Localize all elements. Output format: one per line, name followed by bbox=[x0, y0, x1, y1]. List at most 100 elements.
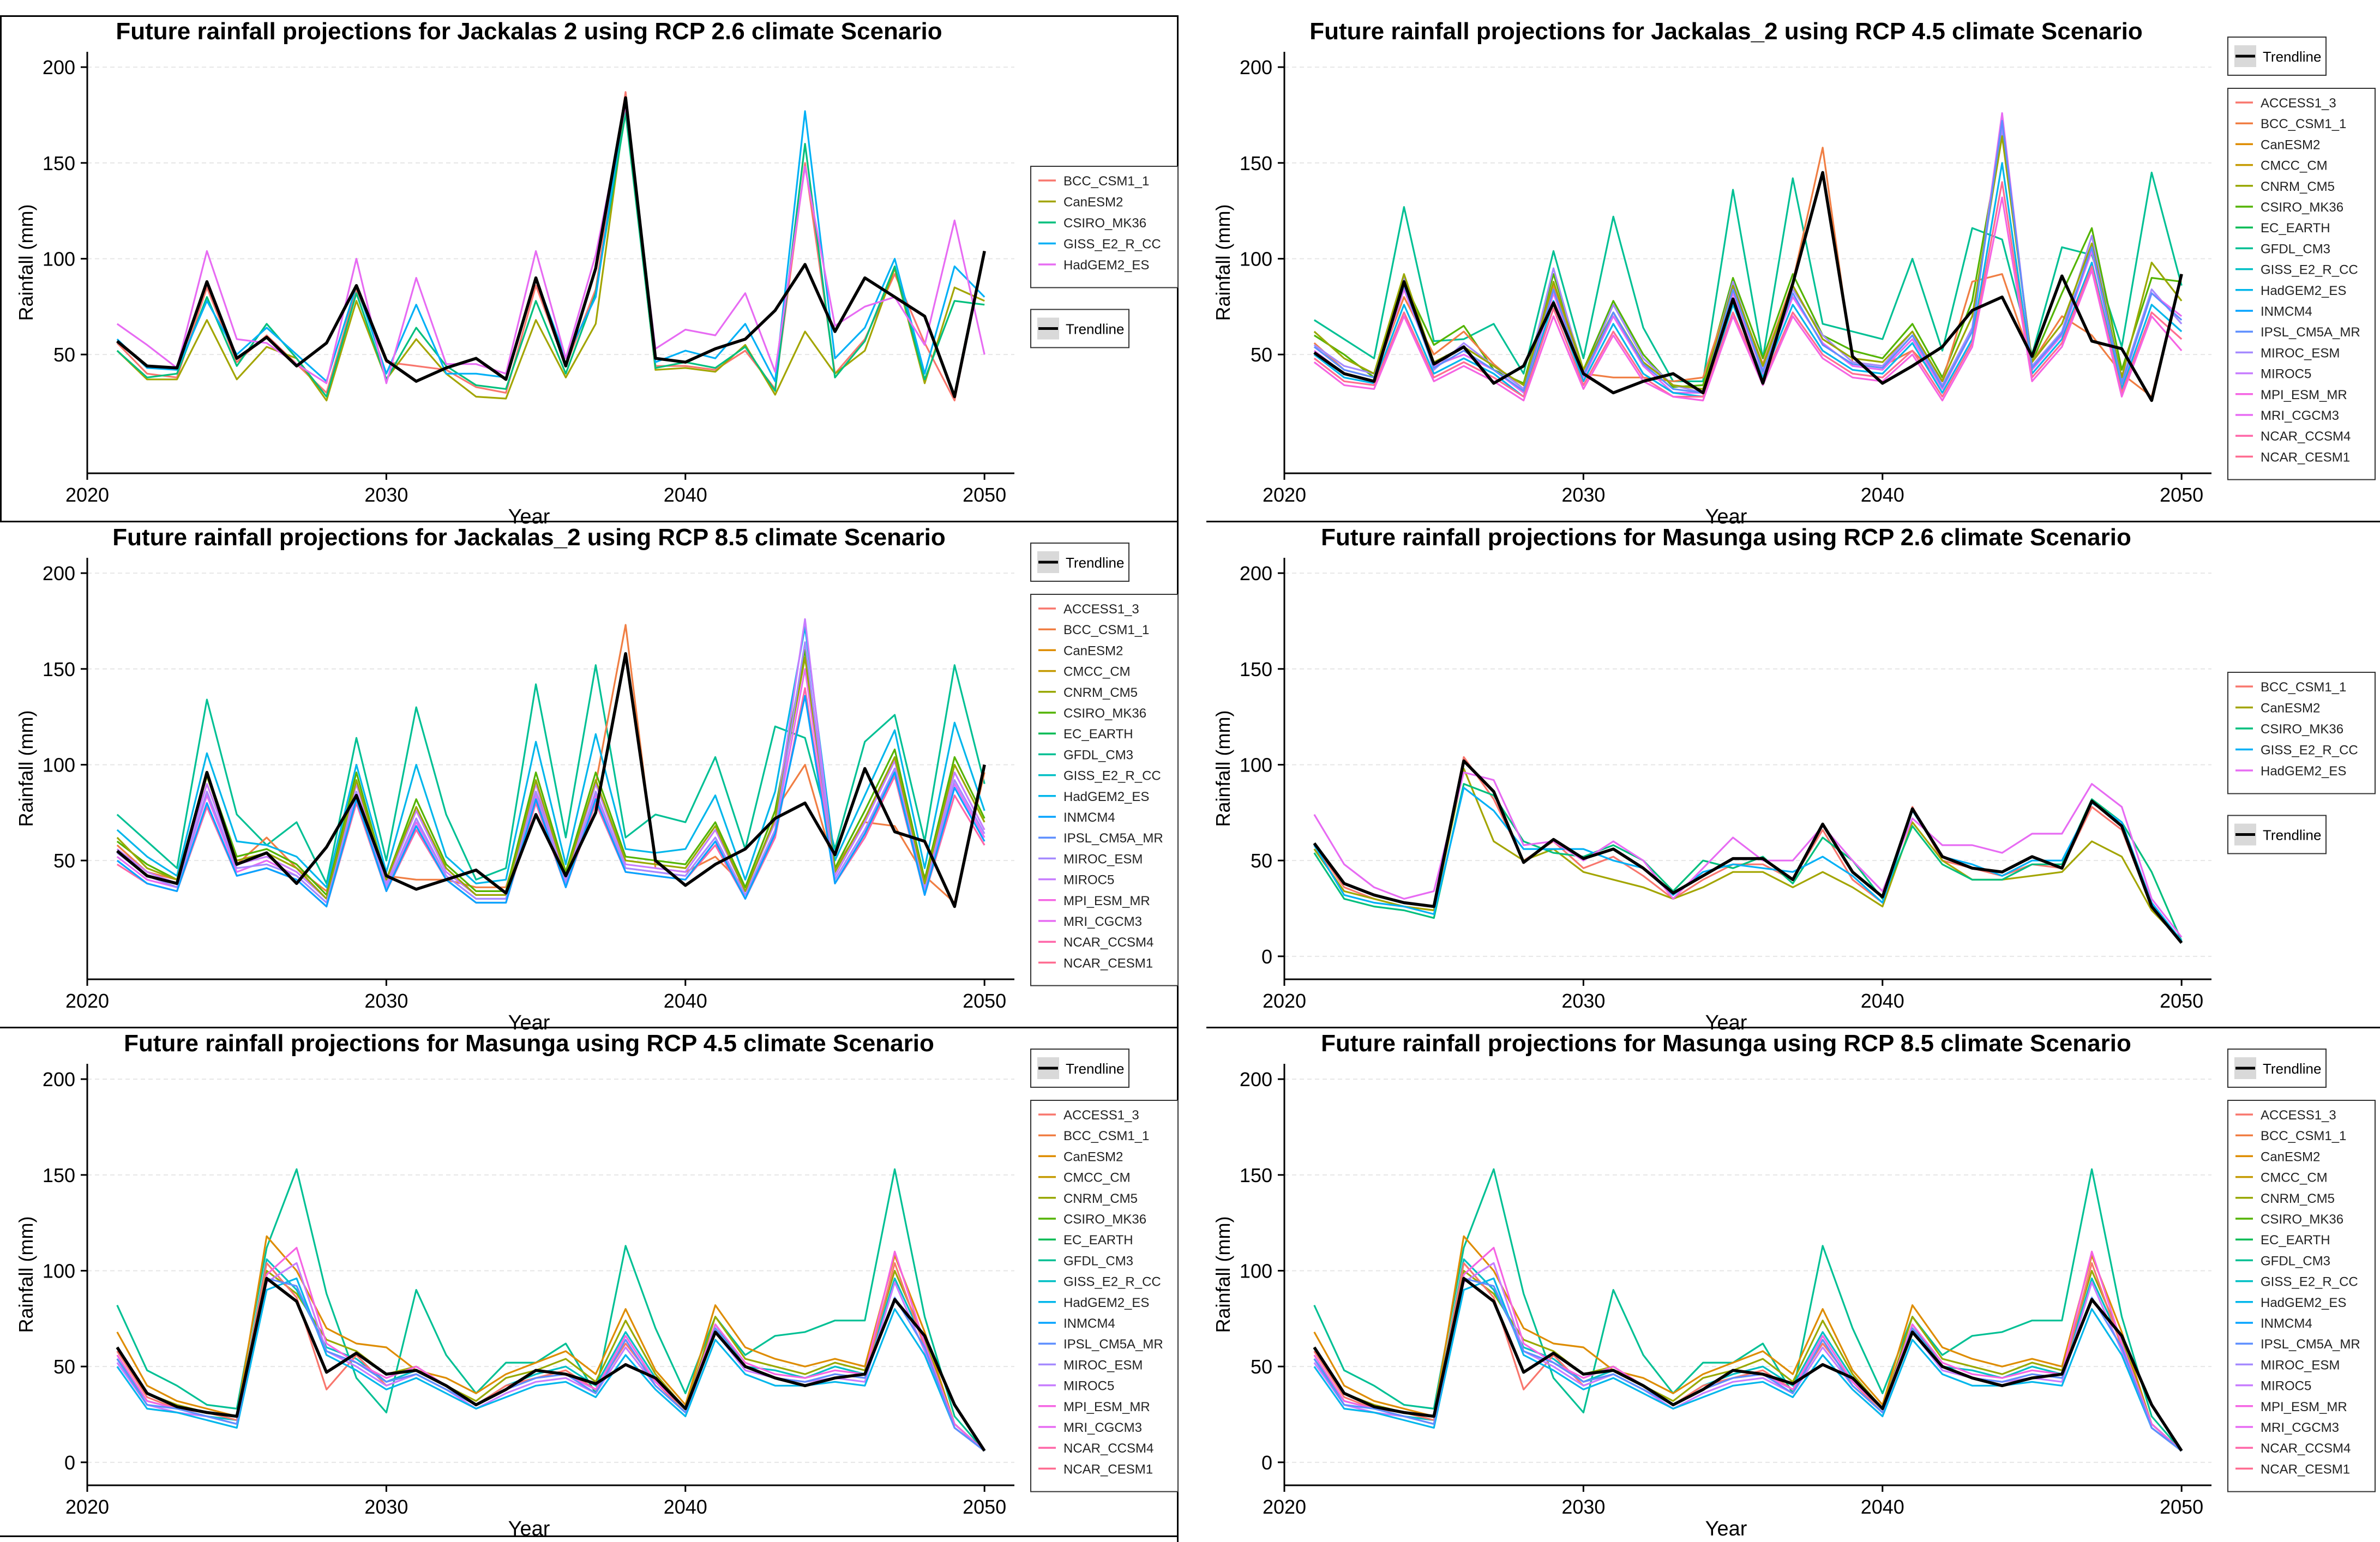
legend-label-csiro-mk36: CSIRO_MK36 bbox=[2261, 1212, 2343, 1227]
legend-label-canesm2: CanESM2 bbox=[2261, 701, 2320, 716]
trendline-series bbox=[116, 1276, 986, 1452]
series-line-miroc5 bbox=[116, 618, 985, 900]
legend-models-box bbox=[1030, 166, 1179, 288]
y-tick-label: 0 bbox=[64, 1451, 75, 1474]
legend-label-ncar-ccsm4: NCAR_CCSM4 bbox=[1063, 1441, 1153, 1456]
legend-label-hadgem2-es: HadGEM2_ES bbox=[2261, 284, 2346, 298]
y-tick-label: 50 bbox=[1251, 850, 1272, 872]
x-tick-label: 2050 bbox=[2160, 990, 2203, 1012]
x-tick-label: 2020 bbox=[1263, 1496, 1306, 1518]
x-tick-label: 2030 bbox=[1561, 484, 1605, 506]
legend-label-miroc5: MIROC5 bbox=[1063, 873, 1114, 888]
series-line-gfdl-cm3 bbox=[1313, 171, 2183, 382]
legend-label-hadgem2-es: HadGEM2_ES bbox=[1063, 258, 1149, 273]
chart-svg: Future rainfall projections for Jackalas… bbox=[1212, 18, 2376, 528]
x-tick-label: 2040 bbox=[664, 990, 707, 1012]
x-tick-label: 2020 bbox=[1263, 990, 1306, 1012]
legend-label-gfdl-cm3: GFDL_CM3 bbox=[2261, 242, 2330, 256]
chart-title: Future rainfall projections for Jackalas… bbox=[1309, 18, 2143, 45]
legend-label-ncar-cesm1: NCAR_CESM1 bbox=[1063, 1462, 1153, 1477]
legend-label-bcc-csm1-1: BCC_CSM1_1 bbox=[2261, 1129, 2346, 1143]
x-axis-label: Year bbox=[508, 505, 550, 528]
legend-label-giss-e2-r-cc: GISS_E2_R_CC bbox=[1063, 1275, 1161, 1290]
legend-label-csiro-mk36: CSIRO_MK36 bbox=[1063, 216, 1146, 231]
chart-panel-masunga-rcp85: Future rainfall projections for Masunga … bbox=[1197, 1012, 2380, 1540]
y-tick-label: 150 bbox=[43, 1164, 75, 1186]
x-axis-label: Year bbox=[508, 1517, 550, 1540]
legend-label-miroc-esm: MIROC_ESM bbox=[2261, 346, 2340, 360]
x-tick-label: 2050 bbox=[2160, 484, 2203, 506]
y-tick-label: 200 bbox=[1240, 1068, 1272, 1091]
series-line-ncar-cesm1 bbox=[1313, 181, 2183, 398]
y-axis-label: Rainfall (mm) bbox=[15, 1216, 37, 1333]
series-line-ipsl-cm5a-mr bbox=[1313, 119, 2183, 394]
legend-label-inmcm4: INMCM4 bbox=[2261, 304, 2312, 319]
x-tick-label: 2030 bbox=[364, 1496, 408, 1518]
y-tick-label: 100 bbox=[1240, 248, 1272, 270]
y-tick-label: 100 bbox=[1240, 1260, 1272, 1282]
x-tick-label: 2020 bbox=[65, 990, 109, 1012]
legend-label-ncar-cesm1: NCAR_CESM1 bbox=[2261, 1462, 2350, 1477]
legend-label-mpi-esm-mr: MPI_ESM_MR bbox=[2261, 388, 2347, 402]
legend-label-bcc-csm1-1: BCC_CSM1_1 bbox=[1063, 1129, 1149, 1143]
chart-title: Future rainfall projections for Jackalas… bbox=[112, 524, 946, 551]
y-tick-label: 100 bbox=[1240, 754, 1272, 776]
y-tick-label: 200 bbox=[1240, 562, 1272, 585]
series-line-mri-cgcm3 bbox=[1313, 112, 2183, 394]
legend-label-csiro-mk36: CSIRO_MK36 bbox=[2261, 722, 2343, 737]
legend-label-inmcm4: INMCM4 bbox=[2261, 1316, 2312, 1331]
legend-label-giss-e2-r-cc: GISS_E2_R_CC bbox=[1063, 237, 1161, 252]
x-tick-label: 2040 bbox=[1861, 1496, 1904, 1518]
legend-label-bcc-csm1-1: BCC_CSM1_1 bbox=[1063, 623, 1149, 637]
legend-label-cnrm-cm5: CNRM_CM5 bbox=[1063, 1191, 1138, 1206]
legend-label-gfdl-cm3: GFDL_CM3 bbox=[1063, 748, 1133, 762]
legend-label-ncar-ccsm4: NCAR_CCSM4 bbox=[2261, 1441, 2351, 1456]
frame-sep2-right bbox=[1206, 1027, 2380, 1028]
y-tick-label: 0 bbox=[1261, 1451, 1272, 1474]
legend-label-hadgem2-es: HadGEM2_ES bbox=[1063, 1296, 1149, 1310]
x-tick-label: 2030 bbox=[1561, 1496, 1605, 1518]
y-tick-label: 200 bbox=[43, 56, 75, 79]
legend-label-bcc-csm1-1: BCC_CSM1_1 bbox=[2261, 680, 2346, 695]
chart-svg: Future rainfall projections for Masunga … bbox=[1212, 524, 2376, 1034]
y-tick-label: 100 bbox=[43, 754, 75, 776]
legend-label-miroc-esm: MIROC_ESM bbox=[1063, 1358, 1143, 1372]
x-tick-label: 2020 bbox=[1263, 484, 1306, 506]
legend-label-canesm2: CanESM2 bbox=[2261, 137, 2320, 152]
frame-sep2-left bbox=[0, 1027, 1178, 1028]
y-tick-label: 150 bbox=[1240, 1164, 1272, 1186]
x-tick-label: 2040 bbox=[664, 1496, 707, 1518]
legend-label-cmcc-cm: CMCC_CM bbox=[2261, 1171, 2328, 1185]
legend-label-bcc-csm1-1: BCC_CSM1_1 bbox=[2261, 117, 2346, 131]
legend-label-ec-earth: EC_EARTH bbox=[2261, 221, 2330, 236]
chart-svg: Future rainfall projections for Jackalas… bbox=[15, 524, 1179, 1034]
y-tick-label: 200 bbox=[43, 1068, 75, 1091]
legend-label-mri-cgcm3: MRI_CGCM3 bbox=[2261, 408, 2339, 423]
x-tick-label: 2030 bbox=[1561, 990, 1605, 1012]
legend-label-gfdl-cm3: GFDL_CM3 bbox=[1063, 1254, 1133, 1268]
legend-label-miroc5: MIROC5 bbox=[2261, 1379, 2311, 1394]
legend-label-cnrm-cm5: CNRM_CM5 bbox=[2261, 1191, 2335, 1206]
legend-label-giss-e2-r-cc: GISS_E2_R_CC bbox=[2261, 743, 2358, 758]
frame-left-left bbox=[0, 15, 2, 522]
series-line-hadgem2-es bbox=[116, 104, 985, 384]
x-tick-label: 2040 bbox=[1861, 990, 1904, 1012]
legend-label-hadgem2-es: HadGEM2_ES bbox=[2261, 764, 2346, 779]
series-line-miroc-esm bbox=[116, 641, 985, 904]
legend-label-giss-e2-r-cc: GISS_E2_R_CC bbox=[1063, 769, 1161, 784]
series-line-miroc-esm bbox=[1313, 127, 2183, 394]
legend-label-canesm2: CanESM2 bbox=[1063, 1149, 1123, 1164]
y-tick-label: 100 bbox=[43, 248, 75, 270]
legend-label-trendline: Trendline bbox=[1066, 321, 1124, 338]
legend-label-canesm2: CanESM2 bbox=[2261, 1149, 2320, 1164]
legend-models-box bbox=[2227, 672, 2376, 794]
legend-label-cmcc-cm: CMCC_CM bbox=[1063, 1171, 1131, 1185]
chart-title: Future rainfall projections for Masunga … bbox=[124, 1030, 934, 1057]
frame-bottom-left bbox=[0, 1535, 1178, 1537]
trendline-series bbox=[116, 652, 986, 908]
series-line-giss-e2-r-cc bbox=[1313, 786, 2183, 942]
series-line-canesm2 bbox=[116, 1235, 985, 1451]
x-axis-label: Year bbox=[1705, 505, 1747, 528]
x-tick-label: 2050 bbox=[963, 990, 1006, 1012]
trendline-series bbox=[1313, 1276, 2183, 1452]
